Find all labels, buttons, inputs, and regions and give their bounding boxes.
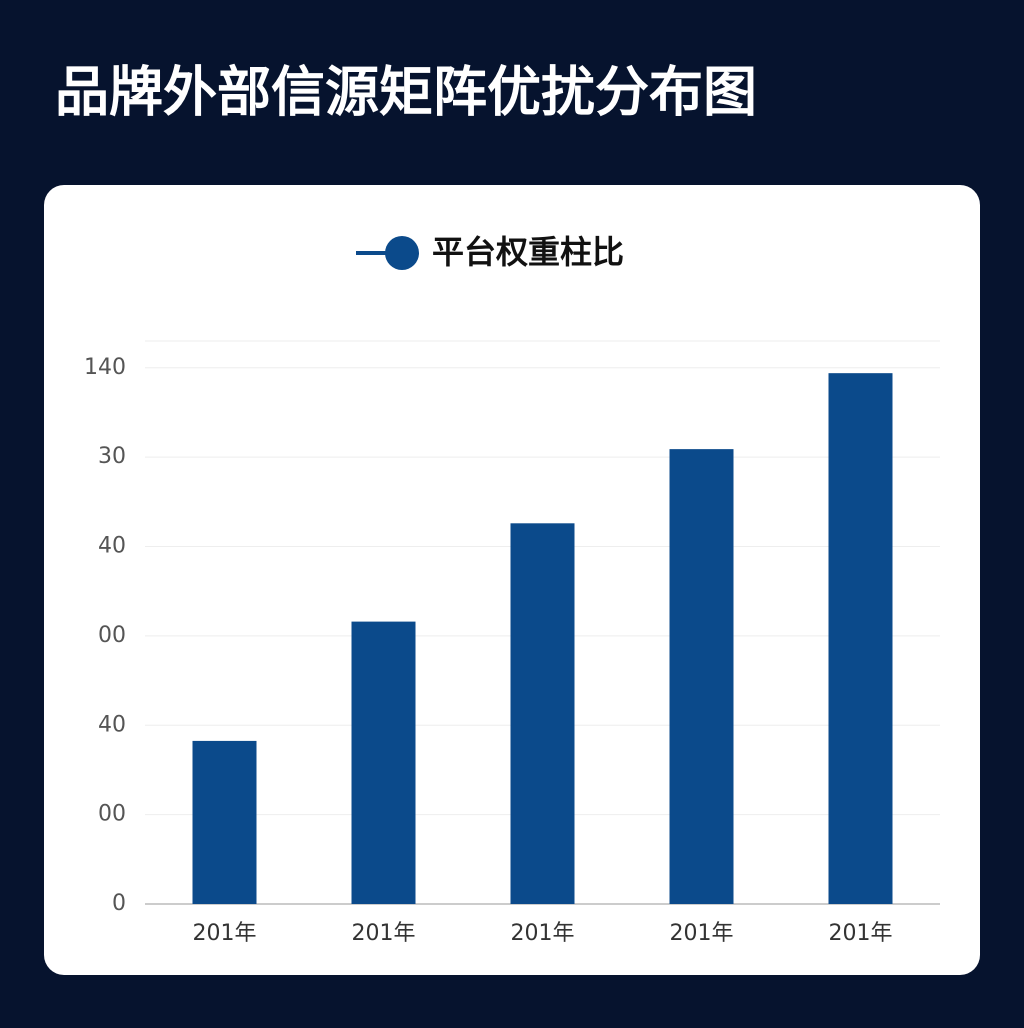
bar bbox=[192, 740, 257, 904]
legend-label: 平台权重柱比 bbox=[432, 233, 624, 271]
y-tick-label: 40 bbox=[98, 712, 126, 737]
y-tick-label: 0 bbox=[112, 891, 126, 916]
bar bbox=[828, 373, 893, 905]
y-tick-label: 40 bbox=[98, 534, 126, 559]
bar bbox=[669, 449, 734, 904]
legend-marker bbox=[385, 236, 419, 270]
y-tick-label: 30 bbox=[98, 444, 126, 469]
x-tick-label: 201年 bbox=[352, 921, 416, 946]
x-tick-label: 201年 bbox=[670, 921, 734, 946]
chart-title: 品牌外部信源矩阵优扰分布图 bbox=[55, 61, 757, 124]
x-tick-label: 201年 bbox=[829, 921, 893, 946]
x-tick-label: 201年 bbox=[193, 921, 257, 946]
x-tick-label: 201年 bbox=[511, 921, 575, 946]
y-tick-label: 00 bbox=[98, 623, 126, 648]
bar bbox=[510, 523, 575, 904]
y-tick-label: 140 bbox=[84, 355, 126, 380]
y-tick-label: 00 bbox=[98, 802, 126, 827]
bar bbox=[351, 621, 416, 904]
